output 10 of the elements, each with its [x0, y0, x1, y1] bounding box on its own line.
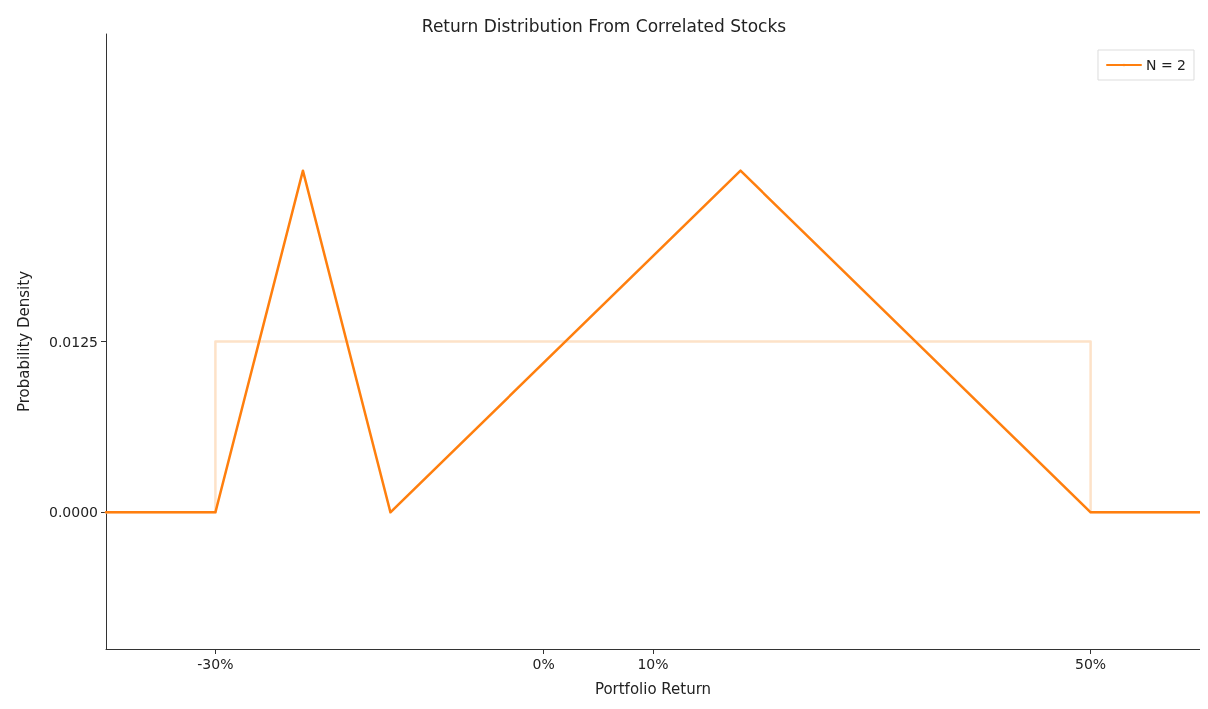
legend-label: N = 2: [1145, 57, 1186, 73]
y-axis-title: Probability Density: [14, 270, 33, 413]
y-tick-label: 0.0125: [49, 333, 98, 350]
x-tick-label: -30%: [197, 656, 234, 672]
y-tick-label: 0.0000: [49, 504, 98, 521]
chart-title: Return Distribution From Correlated Stocks: [421, 15, 787, 36]
x-tick-label: 50%: [1075, 656, 1107, 672]
x-tick-label: 0%: [532, 656, 555, 672]
x-axis-title: Portfolio Return: [594, 679, 712, 698]
x-tick-label: 10%: [637, 656, 669, 672]
